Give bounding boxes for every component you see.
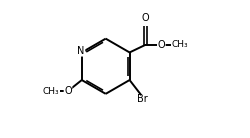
Text: O: O [158,40,165,50]
Text: O: O [64,86,72,96]
Text: CH₃: CH₃ [172,40,188,49]
Text: CH₃: CH₃ [42,87,59,96]
Text: Br: Br [137,94,147,104]
Text: N: N [78,46,85,56]
Text: O: O [142,13,149,23]
